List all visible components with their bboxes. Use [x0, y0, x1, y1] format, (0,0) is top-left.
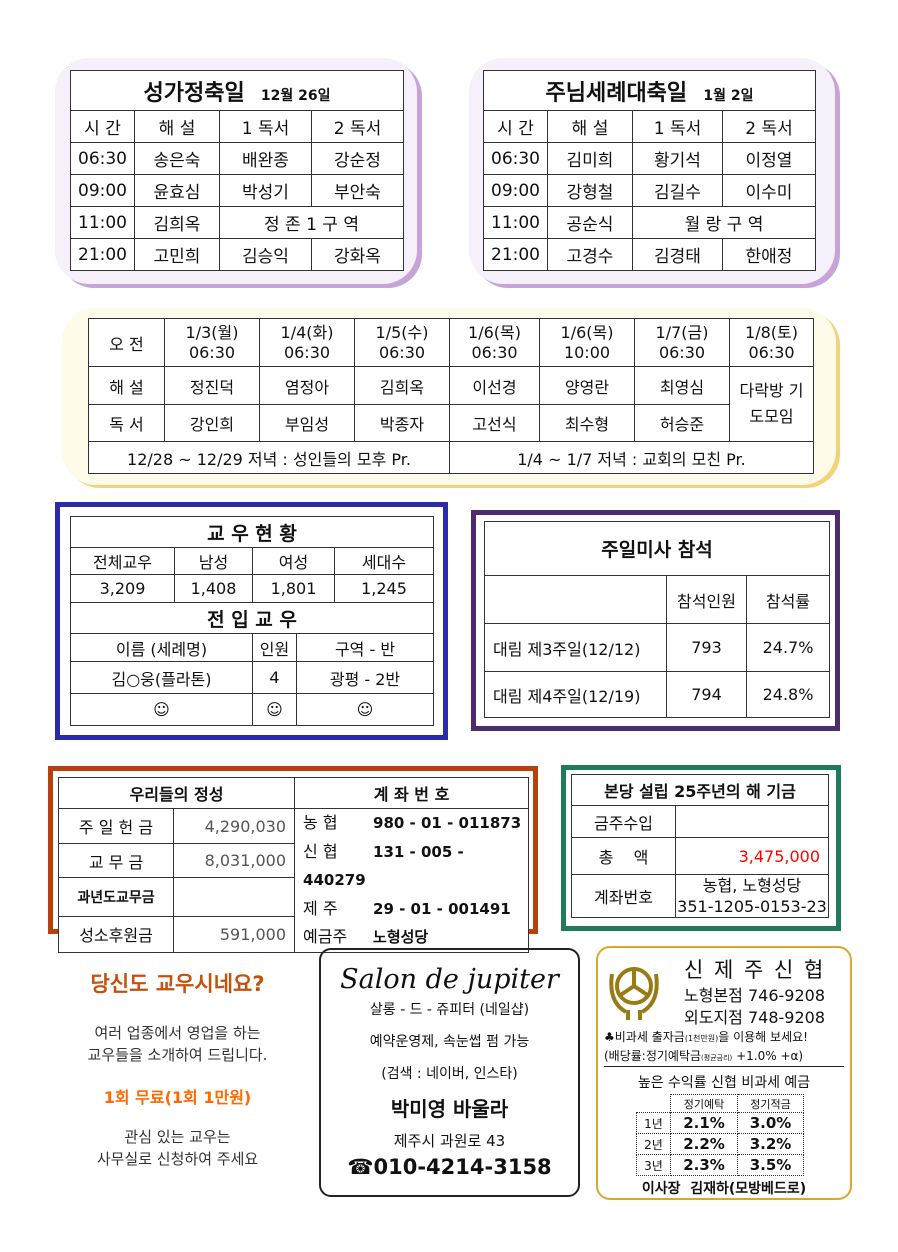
day-time: 06:30 [658, 342, 706, 362]
reader: 허승준 [634, 404, 730, 442]
shinhyup-ad: 신 제 주 신 협 노형본점 746-9208 외도지점 748-9208 ♣비… [596, 946, 852, 1200]
table-row: 3년 2.3% 3.5% [636, 1154, 804, 1176]
day-time: 06:30 [378, 342, 426, 362]
day-time: 06:30 [188, 342, 236, 362]
day-label: 1/3(월) [185, 322, 239, 342]
reader: 박종자 [354, 404, 450, 442]
day-time: 10:00 [563, 342, 611, 362]
attendance-panel [471, 510, 840, 731]
table-row: 대림 제3주일(12/12) 793 24.7% [484, 623, 830, 672]
weekday-table: 오 전 1/3(월) 06:30 1/4(화) 06:30 1/5(수) 06:30 1/6(… [88, 318, 814, 474]
table-row: 성소후원금 591,000 [58, 916, 529, 953]
table-row: 과년도교무금 [58, 877, 529, 918]
rates-table: 정기예탁 정기적금 1년 2.1% 3.0% 2년 2.2% 3.2% 3년 2.3% 3.5… [636, 1094, 804, 1176]
day-label: 1/6(목) [560, 322, 614, 342]
commentator: 정진덕 [164, 366, 260, 405]
smiley-icon: ☺ [70, 693, 253, 726]
table-row: 대림 제4주일(12/19) 794 24.8% [484, 671, 830, 718]
feast1-title: 성가정축일 12월 26일 [70, 70, 404, 111]
reader: 강인희 [164, 404, 260, 442]
table-row: 06:30 송은숙 배완종 강순정 [70, 142, 404, 175]
parish-table: 교 우 현 황 전체교우 남성 여성 세대수 3,209 1,408 1,801 1,245… [70, 516, 434, 726]
table-row: 교 무 금 8,031,000 [58, 843, 529, 879]
promo-section: 당신도 교우시네요? 여러 업종에서 영업을 하는 교우들을 소개하여 드립니다.… [87, 972, 268, 1168]
day-label: 1/7(금) [655, 322, 709, 342]
shinhyup-logo [609, 967, 659, 1020]
day-time: 06:30 [283, 342, 331, 362]
commentator: 김희옥 [354, 366, 450, 405]
day-time: 06:30 [471, 342, 518, 362]
table-row: 1년 2.1% 3.0% [636, 1112, 804, 1134]
commentator: 최영심 [634, 366, 730, 405]
attendance-table: 주일미사 참석 참석인원 참석률 대림 제3주일(12/12) 793 24.7% 대… [484, 521, 830, 718]
offering-table: 우리들의 정성 계 좌 번 호 주 일 헌 금 4,290,030 농 협 980 - … [57, 777, 529, 953]
table-row: ☺ ☺ ☺ [70, 693, 434, 726]
table-row: 11:00 공순식 월 랑 구 역 [483, 206, 816, 239]
reader: 고선식 [449, 404, 540, 442]
day-label: 1/5(수) [375, 322, 429, 342]
fund-table: 본당 설립 25주년의 해 기금 금주수입 총 액 3,475,000 계좌번호 농… [571, 774, 829, 918]
day-label: 1/6(목) [468, 322, 521, 342]
reader: 부임성 [259, 404, 355, 442]
salon-ad: Salon de jupiter 살롱 - 드 - 쥬피터 (네일샵) 예약운영… [319, 948, 580, 1197]
fund-panel [561, 765, 841, 931]
commentator: 양영란 [539, 366, 635, 405]
reader: 최수형 [539, 404, 635, 442]
table-row: 2년 2.2% 3.2% [636, 1133, 804, 1155]
table-row: 09:00 윤효심 박성기 부안숙 [70, 174, 404, 207]
day-label: 1/4(화) [280, 322, 334, 342]
table-row: 21:00 고민희 김승익 강화옥 [70, 238, 404, 271]
table-row: 21:00 고경수 김경태 한애정 [483, 238, 816, 271]
table-row: 09:00 강형철 김길수 이수미 [483, 174, 816, 207]
account-row: 예금주 노형성당 [303, 927, 429, 946]
account-row: 신 협 131 - 005 - 440279 [303, 841, 464, 890]
table-row: 11:00 김희옥 정 존 1 구 역 [70, 206, 404, 239]
smiley-icon: ☺ [296, 693, 434, 726]
table-row: 06:30 김미희 황기석 이정열 [483, 142, 816, 175]
phone-icon: ☎ [347, 1155, 374, 1179]
account-row: 제 주 29 - 01 - 001491 [303, 898, 511, 918]
parish-panel [55, 502, 448, 740]
table-row: 김○웅(플라톤) 4 광평 - 2반 [70, 661, 434, 694]
feast2-title: 주님세례대축일 1월 2일 [483, 70, 816, 111]
account-row: 농 협 980 - 01 - 011873 [303, 813, 522, 832]
commentator: 이선경 [449, 366, 540, 405]
smiley-icon: ☺ [252, 693, 297, 726]
commentator: 염정아 [259, 366, 355, 405]
